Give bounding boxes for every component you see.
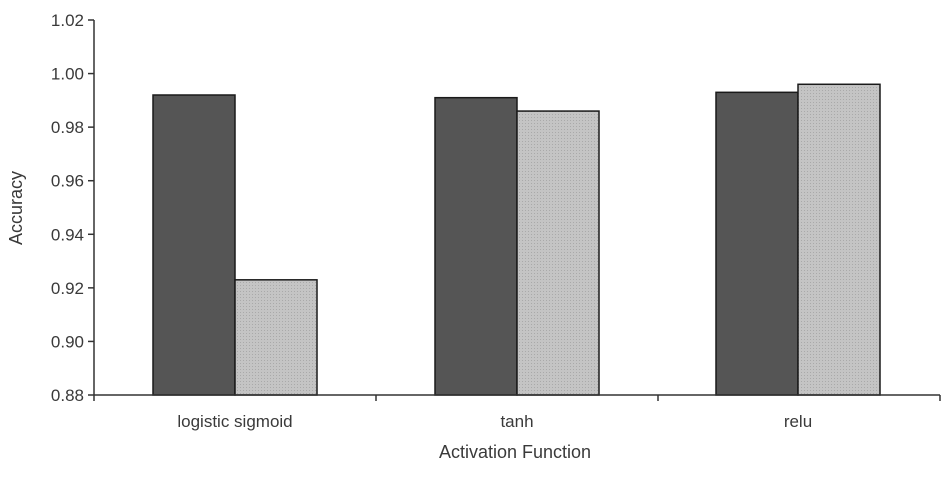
bar-series-1	[152, 94, 236, 396]
x-axis: logistic sigmoid tanh relu	[93, 394, 941, 431]
bar-series-1	[434, 96, 518, 396]
x-axis-title: Activation Function	[439, 442, 591, 462]
y-tick-label: 1.02	[51, 11, 84, 30]
y-tick-label: 0.98	[51, 118, 84, 137]
bar-series-1	[715, 91, 799, 396]
x-tick-label: relu	[784, 412, 812, 431]
y-tick-label: 0.92	[51, 279, 84, 298]
x-tick-label: tanh	[500, 412, 533, 431]
y-axis-title: Accuracy	[6, 171, 26, 245]
x-tick-label: logistic sigmoid	[177, 412, 292, 431]
y-tick-label: 0.90	[51, 332, 84, 351]
bars-layer	[152, 83, 881, 396]
y-axis: 0.88 0.90 0.92 0.94 0.96 0.98 1.00 1.02	[51, 11, 95, 405]
y-tick-label: 0.94	[51, 225, 84, 244]
y-tick-label: 1.00	[51, 65, 84, 84]
y-tick-label: 0.96	[51, 172, 84, 191]
y-tick-label: 0.88	[51, 386, 84, 405]
bar-series-2	[797, 83, 881, 396]
bar-series-2	[516, 110, 600, 396]
bar-series-2	[234, 279, 318, 396]
